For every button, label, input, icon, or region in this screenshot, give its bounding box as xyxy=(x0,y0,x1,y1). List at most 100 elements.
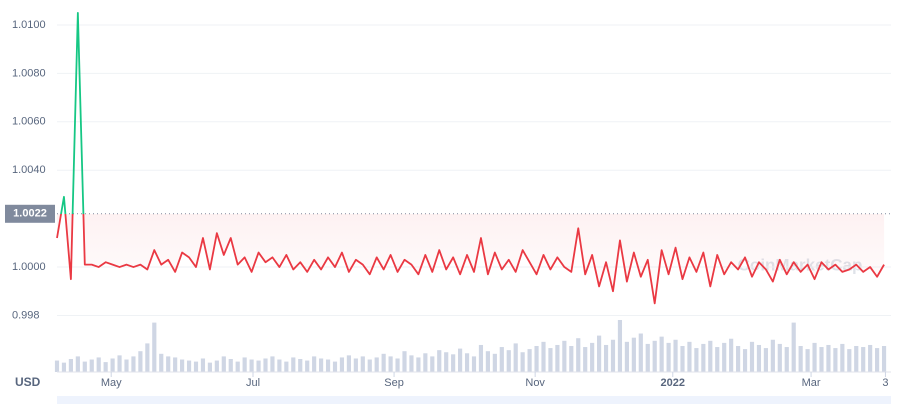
volume-bar xyxy=(756,344,762,372)
volume-bar xyxy=(319,358,324,372)
volume-bar xyxy=(235,361,240,372)
currency-label: USD xyxy=(15,375,41,389)
volume-bar xyxy=(152,322,157,372)
volume-bar xyxy=(75,356,80,372)
volume-bar xyxy=(346,355,351,372)
volume-bar xyxy=(742,349,748,372)
volume-bar xyxy=(388,356,393,372)
volume-bar xyxy=(624,341,629,372)
volume-bar xyxy=(861,347,866,372)
volume-bar xyxy=(68,359,73,372)
volume-bar xyxy=(499,347,504,372)
volume-bar xyxy=(610,339,616,372)
volume-bar xyxy=(840,343,845,372)
volume-bar xyxy=(548,348,553,372)
x-tick-label: Nov xyxy=(525,377,545,389)
volume-bar xyxy=(374,357,379,372)
volume-bar xyxy=(812,342,817,372)
volume-bar xyxy=(631,337,636,372)
volume-bar xyxy=(541,341,546,372)
volume-bar xyxy=(478,344,484,372)
volume-bar xyxy=(180,359,185,372)
volume-bar xyxy=(819,347,824,372)
volume-bar xyxy=(645,343,650,372)
volume-bar xyxy=(284,361,289,372)
volume-bar xyxy=(694,348,699,372)
volume-bar xyxy=(847,349,852,372)
volume-bar xyxy=(673,339,678,372)
volume-bar xyxy=(256,360,261,372)
volume-bar xyxy=(471,356,477,372)
volume-bar xyxy=(638,333,643,372)
volume-bar xyxy=(186,360,192,372)
volume-bar xyxy=(166,356,171,372)
volume-bar xyxy=(159,353,164,372)
volume-bar xyxy=(527,349,532,372)
volume-bar xyxy=(520,352,525,372)
volume-bar xyxy=(583,347,588,372)
volume-bar xyxy=(193,361,199,372)
volume-bar xyxy=(305,360,310,372)
volume-bar xyxy=(54,360,60,372)
volume-bar xyxy=(701,343,706,372)
volume-bar xyxy=(749,341,755,372)
baseline-label-box xyxy=(5,204,55,223)
volume-bar xyxy=(298,359,303,372)
volume-bar xyxy=(325,359,331,372)
volume-bar xyxy=(687,341,692,372)
volume-bar xyxy=(603,344,609,372)
volume-bar xyxy=(736,346,741,372)
x-tick-label: Jul xyxy=(246,377,260,389)
volume-bar xyxy=(784,347,789,372)
volume-bar xyxy=(263,358,268,372)
volume-bar xyxy=(444,352,449,372)
volume-bar xyxy=(875,348,880,372)
volume-bar xyxy=(597,335,602,372)
volume-bar xyxy=(124,359,129,372)
volume-bar xyxy=(798,346,803,372)
volume-bar xyxy=(659,336,664,372)
volume-bar xyxy=(805,349,810,372)
volume-bar xyxy=(464,353,470,372)
volume-bar xyxy=(513,343,518,372)
volume-bar xyxy=(590,342,595,372)
volume-bar xyxy=(103,362,108,372)
volume-bar xyxy=(96,357,101,372)
volume-bar xyxy=(833,348,838,372)
baseline-label: 1.0022 xyxy=(13,208,47,220)
volume-bar xyxy=(770,339,775,372)
volume-bar xyxy=(360,356,365,372)
volume-bar xyxy=(437,350,442,372)
volume-bar xyxy=(777,343,782,372)
y-tick-label: 1.0060 xyxy=(12,116,46,128)
volume-bar xyxy=(409,355,414,372)
volume-bar xyxy=(680,346,685,372)
volume-bar xyxy=(367,359,372,372)
volume-bar xyxy=(228,359,233,372)
price-area xyxy=(57,213,885,304)
price-line xyxy=(56,11,885,305)
volume-bar xyxy=(708,340,713,372)
volume-bar xyxy=(89,359,94,372)
volume-bar xyxy=(576,338,581,372)
x-tick-label: Mar xyxy=(802,377,821,389)
volume-bar xyxy=(430,356,435,372)
navigator[interactable] xyxy=(57,396,891,404)
volume-bar xyxy=(868,344,873,372)
volume-bar xyxy=(381,353,386,372)
volume-bar xyxy=(332,361,338,372)
volume-bar xyxy=(791,322,796,372)
volume-bar xyxy=(763,348,768,372)
volume-bar xyxy=(200,358,206,372)
volume-bar xyxy=(214,360,219,372)
volume-bar xyxy=(416,357,421,372)
y-tick-label: 1.0040 xyxy=(12,164,46,176)
volume-bar xyxy=(131,356,136,372)
volume-bar xyxy=(826,344,831,372)
volume-bar xyxy=(277,359,282,372)
volume-bar xyxy=(729,338,734,372)
volume-bar xyxy=(242,357,247,372)
volume-bar xyxy=(506,350,511,372)
